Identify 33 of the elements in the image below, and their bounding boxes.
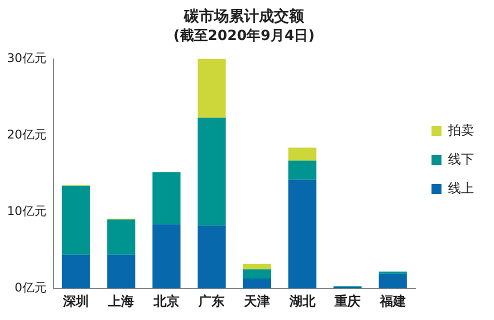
bar (378, 274, 407, 288)
bar (242, 264, 272, 270)
legend-label: 线下 (448, 152, 474, 168)
x-tick-label: 福建 (378, 294, 406, 310)
bar (288, 160, 316, 180)
bar (152, 224, 181, 288)
bar (152, 172, 181, 224)
y-tick-label: 10亿元 (6, 204, 46, 218)
bar (198, 118, 226, 226)
bar (242, 278, 272, 288)
x-tick-label: 广东 (198, 294, 225, 310)
bar (288, 148, 316, 161)
y-tick-label: 20亿元 (6, 127, 46, 142)
legend-label: 拍卖 (447, 123, 474, 138)
bar (198, 226, 226, 288)
bar (62, 186, 90, 255)
x-tick-label: 深圳 (62, 294, 89, 310)
chart-subtitle: (截至2020年9月4日) (173, 28, 315, 44)
bar (62, 254, 90, 288)
x-tick-label: 上海 (107, 294, 134, 310)
bar (288, 180, 316, 288)
legend-label: 线上 (448, 181, 474, 196)
bar (242, 269, 272, 278)
x-tick-label: 湖北 (288, 294, 316, 310)
x-tick-label: 天津 (243, 294, 270, 310)
bar (198, 58, 226, 118)
x-tick-label: 北京 (152, 294, 180, 310)
x-tick-label: 重庆 (334, 294, 361, 310)
y-tick-label: 30亿元 (6, 50, 46, 65)
bar (107, 254, 136, 288)
bar (107, 220, 136, 255)
y-tick-label: 0亿元 (14, 280, 46, 295)
chart-title: 碳市场累计成交额 (183, 6, 305, 25)
